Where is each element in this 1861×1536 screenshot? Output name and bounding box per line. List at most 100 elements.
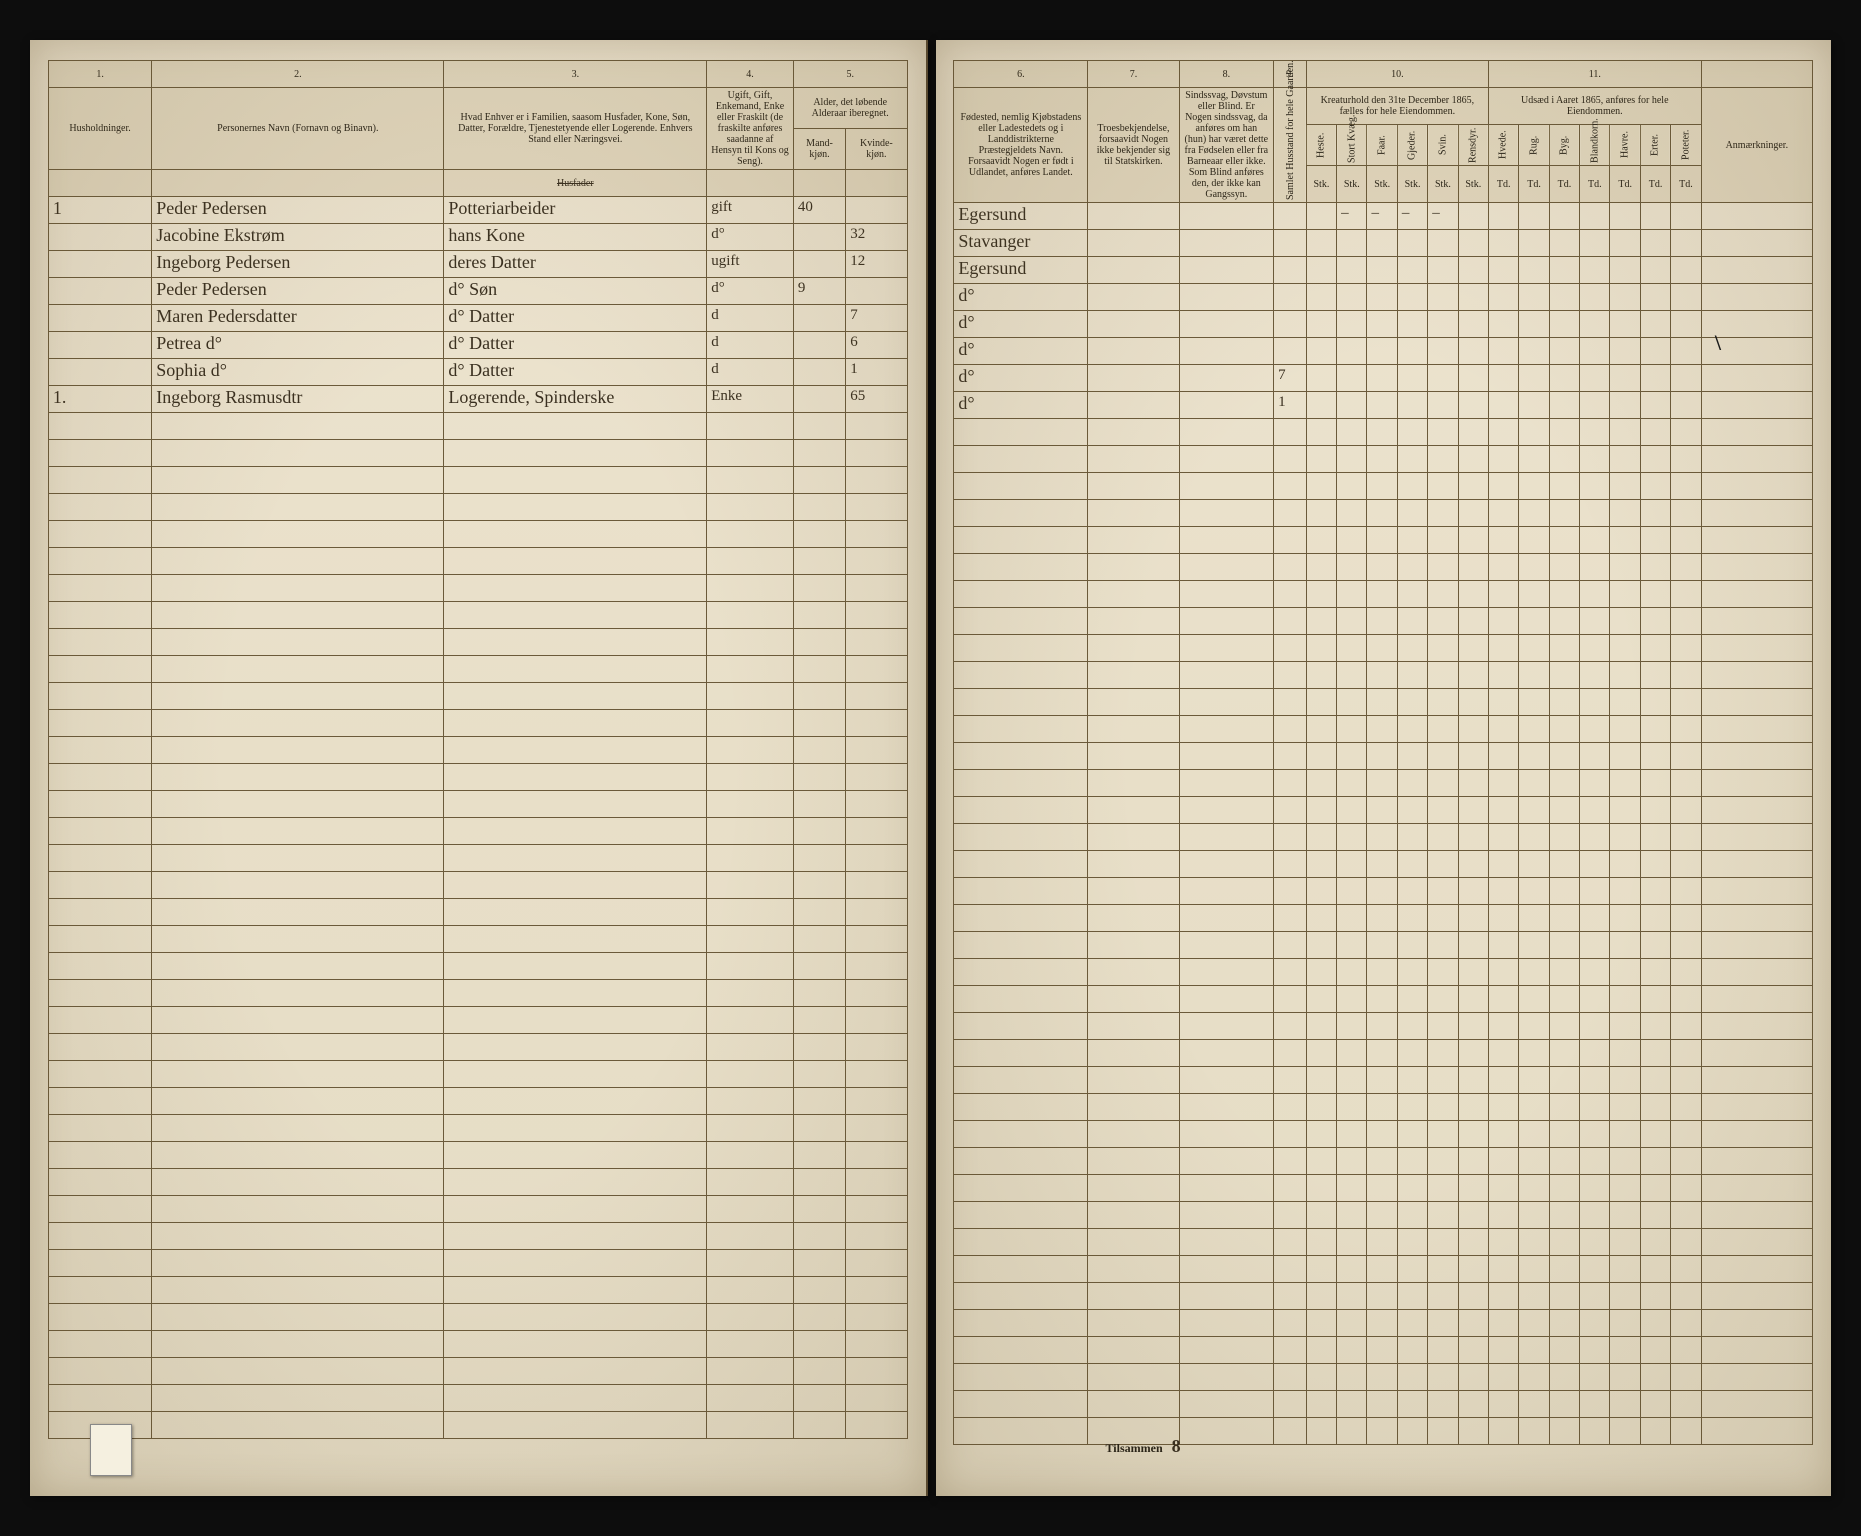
- cell-religion: [1088, 392, 1179, 419]
- table-row: [48, 1250, 907, 1277]
- cell-marital: ugift: [707, 251, 794, 278]
- cell-relation: hans Kone: [444, 224, 707, 251]
- cell-sowing: [1580, 392, 1610, 419]
- cell-hhcount: 1: [1274, 392, 1307, 419]
- right-page: 6. 7. 8. 9. 10. 11. Fødested, nemlig Kjø…: [936, 40, 1832, 1496]
- hdr-male: Mand-kjøn.: [793, 129, 845, 170]
- cell-livestock: [1306, 284, 1336, 311]
- table-row: [954, 1391, 1813, 1418]
- table-row: [48, 575, 907, 602]
- cell-sowing: [1640, 392, 1670, 419]
- hdr-remarks: Anmærkninger.: [1701, 88, 1812, 203]
- table-row: [48, 737, 907, 764]
- cell-livestock: [1337, 257, 1367, 284]
- cell-age-k: 6: [846, 332, 907, 359]
- hdr-horses: Heste.: [1306, 124, 1336, 166]
- cell-livestock: [1458, 230, 1488, 257]
- cell-livestock: [1397, 230, 1427, 257]
- table-row: [954, 905, 1813, 932]
- table-row: [48, 710, 907, 737]
- table-row: Ingeborg Pedersenderes Datterugift12: [48, 251, 907, 278]
- table-row: [48, 899, 907, 926]
- table-row: [954, 1094, 1813, 1121]
- cell-hh: [48, 305, 151, 332]
- cell-name: Peder Pedersen: [152, 278, 444, 305]
- cell-hh: [48, 224, 151, 251]
- cell-livestock: [1306, 311, 1336, 338]
- table-row: Maren Pedersdatterd° Datterd7: [48, 305, 907, 332]
- hdr-religion: Troesbekjendelse, forsaavidt Nogen ikke …: [1088, 88, 1179, 203]
- hdr-potatoes: Poteter.: [1671, 124, 1701, 166]
- table-row: [48, 1385, 907, 1412]
- table-row: [48, 818, 907, 845]
- table-row: [954, 527, 1813, 554]
- table-row: [954, 959, 1813, 986]
- cell-livestock: [1397, 284, 1427, 311]
- cell-livestock: [1367, 311, 1397, 338]
- cell-hhcount: [1274, 230, 1307, 257]
- table-row: Egersund––––: [954, 203, 1813, 230]
- cell-hhcount: 7: [1274, 365, 1307, 392]
- cell-age-k: [846, 278, 907, 305]
- cell-sowing: [1519, 257, 1549, 284]
- cell-birthplace: d°: [954, 338, 1088, 365]
- cell-livestock: [1337, 311, 1367, 338]
- table-row: Petrea d°d° Datterd6: [48, 332, 907, 359]
- cell-marital: gift: [707, 197, 794, 224]
- cell-age-k: 65: [846, 386, 907, 413]
- cell-age-k: 7: [846, 305, 907, 332]
- cell-livestock: –: [1337, 203, 1367, 230]
- cell-livestock: [1367, 230, 1397, 257]
- table-row: [954, 635, 1813, 662]
- cell-name: Sophia d°: [152, 359, 444, 386]
- cell-livestock: [1337, 338, 1367, 365]
- cell-livestock: [1306, 365, 1336, 392]
- table-row: [954, 986, 1813, 1013]
- cell-remarks: [1701, 392, 1812, 419]
- cell-hh: [48, 278, 151, 305]
- cell-religion: [1088, 338, 1179, 365]
- cell-relation: d° Datter: [444, 305, 707, 332]
- table-row: [954, 851, 1813, 878]
- cell-sowing: [1580, 365, 1610, 392]
- table-row: [954, 878, 1813, 905]
- cell-relation: d° Datter: [444, 359, 707, 386]
- hdr-barley: Byg.: [1549, 124, 1579, 166]
- cell-livestock: [1458, 392, 1488, 419]
- table-row: [954, 662, 1813, 689]
- cell-livestock: –: [1428, 203, 1458, 230]
- table-row: [954, 446, 1813, 473]
- cell-age-m: [793, 251, 845, 278]
- unit-td: Td.: [1549, 166, 1579, 203]
- cell-livestock: [1428, 311, 1458, 338]
- cell-livestock: [1367, 284, 1397, 311]
- cell-marital: d: [707, 332, 794, 359]
- hdr-livestock: Kreaturhold den 31te December 1865, fæll…: [1306, 88, 1488, 125]
- table-row: [48, 548, 907, 575]
- cell-sowing: [1671, 203, 1701, 230]
- cell-remarks: [1701, 365, 1812, 392]
- struck-husfader: Husfader: [444, 170, 707, 197]
- cell-livestock: [1337, 365, 1367, 392]
- table-row: [48, 791, 907, 818]
- hdr-oats: Havre.: [1610, 124, 1640, 166]
- cell-age-m: 9: [793, 278, 845, 305]
- cell-sowing: [1519, 311, 1549, 338]
- colnum-11: 11.: [1488, 61, 1701, 88]
- table-row: [954, 581, 1813, 608]
- hdr-disability: Sindssvag, Døvstum eller Blind. Er Nogen…: [1179, 88, 1274, 203]
- cell-religion: [1088, 365, 1179, 392]
- cell-religion: [1088, 284, 1179, 311]
- table-row: [48, 1142, 907, 1169]
- cell-relation: deres Datter: [444, 251, 707, 278]
- cell-marital: d: [707, 305, 794, 332]
- cell-sowing: [1671, 365, 1701, 392]
- cell-livestock: [1337, 284, 1367, 311]
- cell-livestock: [1428, 392, 1458, 419]
- cell-sowing: [1610, 338, 1640, 365]
- unit-td: Td.: [1640, 166, 1670, 203]
- cell-marital: d°: [707, 278, 794, 305]
- table-row: [48, 1169, 907, 1196]
- cell-hh: 1.: [48, 386, 151, 413]
- table-row: [48, 1358, 907, 1385]
